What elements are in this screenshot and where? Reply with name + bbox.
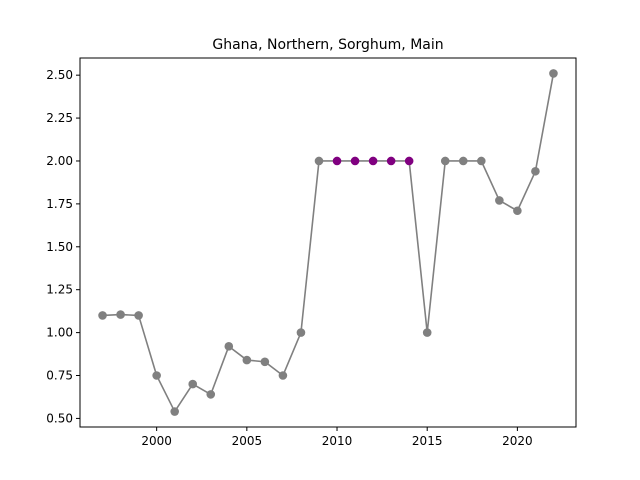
plot-frame xyxy=(79,57,577,428)
y-tick-label: 2.50 xyxy=(46,68,73,82)
data-point xyxy=(350,156,360,166)
data-point xyxy=(332,156,342,166)
data-point xyxy=(296,328,306,337)
y-tick-label: 1.00 xyxy=(46,326,73,340)
data-point xyxy=(152,371,161,380)
data-point xyxy=(314,156,324,166)
data-point xyxy=(386,156,396,166)
y-tick-label: 2.00 xyxy=(46,154,73,168)
data-point xyxy=(206,390,216,399)
axes-layer: 2000 2005 2010 2015 2020 0.50 0.75 1.00 1.25 1.50… xyxy=(46,57,577,448)
y-tick-label: 1.50 xyxy=(46,240,73,254)
data-point xyxy=(513,206,522,216)
y-tick-label: 1.75 xyxy=(46,197,73,211)
data-point xyxy=(368,156,378,166)
data-point xyxy=(458,156,468,166)
data-point xyxy=(477,156,486,166)
data-point xyxy=(188,379,198,389)
data-point xyxy=(170,407,179,416)
data-point xyxy=(134,311,143,320)
data-point xyxy=(116,310,125,319)
data-point xyxy=(98,311,107,320)
data-point xyxy=(224,342,234,351)
data-point xyxy=(404,156,414,166)
x-tick-label: 2020 xyxy=(502,434,533,448)
series-line xyxy=(102,73,555,413)
series-layer xyxy=(98,69,558,416)
y-tick-label: 0.75 xyxy=(46,369,73,383)
data-point xyxy=(260,357,270,367)
y-tick-label: 0.50 xyxy=(46,411,73,425)
data-point xyxy=(242,355,252,365)
y-tick-label: 2.25 xyxy=(46,111,73,125)
data-point xyxy=(440,156,450,166)
data-point xyxy=(495,196,504,205)
data-point xyxy=(549,69,558,78)
data-point xyxy=(278,371,288,380)
x-tick-label: 2015 xyxy=(412,434,443,448)
x-tick-label: 2005 xyxy=(232,434,263,448)
data-point xyxy=(422,328,432,337)
x-tick-label: 2010 xyxy=(322,434,353,448)
chart-title: Ghana, Northern, Sorghum, Main xyxy=(212,37,443,53)
data-point xyxy=(531,166,540,176)
y-tick-label: 1.25 xyxy=(46,283,73,297)
x-tick-label: 2000 xyxy=(141,434,172,448)
